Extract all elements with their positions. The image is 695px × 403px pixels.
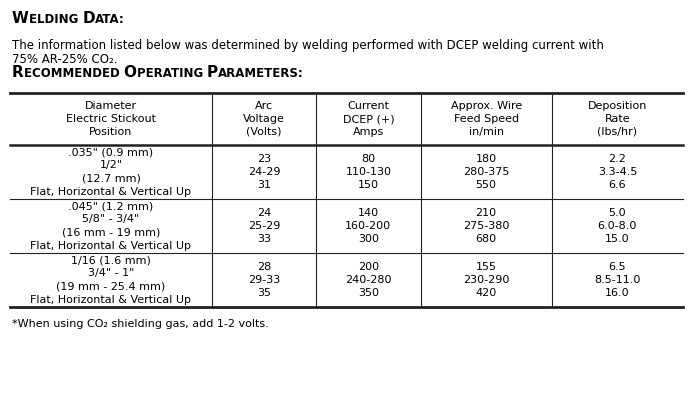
Text: 180
280-375
550: 180 280-375 550 (463, 154, 509, 190)
Text: Diameter
Electric Stickout
Position: Diameter Electric Stickout Position (66, 101, 156, 137)
Text: 6.5
8.5-11.0
16.0: 6.5 8.5-11.0 16.0 (594, 262, 641, 298)
Text: Approx. Wire
Feed Speed
in/min: Approx. Wire Feed Speed in/min (450, 101, 522, 137)
Text: Arc
Voltage
(Volts): Arc Voltage (Volts) (243, 101, 285, 137)
Text: ATA:: ATA: (95, 13, 124, 26)
Text: 140
160-200
300: 140 160-200 300 (345, 208, 391, 244)
Text: ECOMMENDED: ECOMMENDED (24, 67, 124, 80)
Text: 1/16 (1.6 mm)
3/4" - 1"
(19 mm - 25.4 mm)
Flat, Horizontal & Vertical Up: 1/16 (1.6 mm) 3/4" - 1" (19 mm - 25.4 mm… (31, 255, 191, 305)
Text: D: D (83, 11, 95, 26)
Text: 75% AR-25% CO₂.: 75% AR-25% CO₂. (12, 53, 117, 66)
Text: O: O (124, 65, 137, 80)
Text: PERATING: PERATING (137, 67, 207, 80)
Text: 80
110-130
150: 80 110-130 150 (345, 154, 391, 190)
Text: The information listed below was determined by welding performed with DCEP weldi: The information listed below was determi… (12, 39, 604, 52)
Text: ARAMETERS:: ARAMETERS: (218, 67, 304, 80)
Text: Deposition
Rate
(lbs/hr): Deposition Rate (lbs/hr) (588, 101, 647, 137)
Text: .045" (1.2 mm)
5/8" - 3/4"
(16 mm - 19 mm)
Flat, Horizontal & Vertical Up: .045" (1.2 mm) 5/8" - 3/4" (16 mm - 19 m… (31, 201, 191, 251)
Text: 155
230-290
420: 155 230-290 420 (463, 262, 509, 298)
Text: 2.2
3.3-4.5
6.6: 2.2 3.3-4.5 6.6 (598, 154, 637, 190)
Text: Current
DCEP (+)
Amps: Current DCEP (+) Amps (343, 101, 394, 137)
Text: 28
29-33
35: 28 29-33 35 (248, 262, 280, 298)
Text: 210
275-380
680: 210 275-380 680 (463, 208, 509, 244)
Text: ELDING: ELDING (29, 13, 83, 26)
Text: .035" (0.9 mm)
1/2"
(12.7 mm)
Flat, Horizontal & Vertical Up: .035" (0.9 mm) 1/2" (12.7 mm) Flat, Hori… (31, 147, 191, 197)
Text: 200
240-280
350: 200 240-280 350 (345, 262, 391, 298)
Text: R: R (12, 65, 24, 80)
Text: W: W (12, 11, 29, 26)
Text: 24
25-29
33: 24 25-29 33 (248, 208, 280, 244)
Text: 5.0
6.0-8.0
15.0: 5.0 6.0-8.0 15.0 (598, 208, 637, 244)
Text: *When using CO₂ shielding gas, add 1-2 volts.: *When using CO₂ shielding gas, add 1-2 v… (12, 319, 269, 329)
Text: 23
24-29
31: 23 24-29 31 (248, 154, 280, 190)
Text: P: P (207, 65, 218, 80)
